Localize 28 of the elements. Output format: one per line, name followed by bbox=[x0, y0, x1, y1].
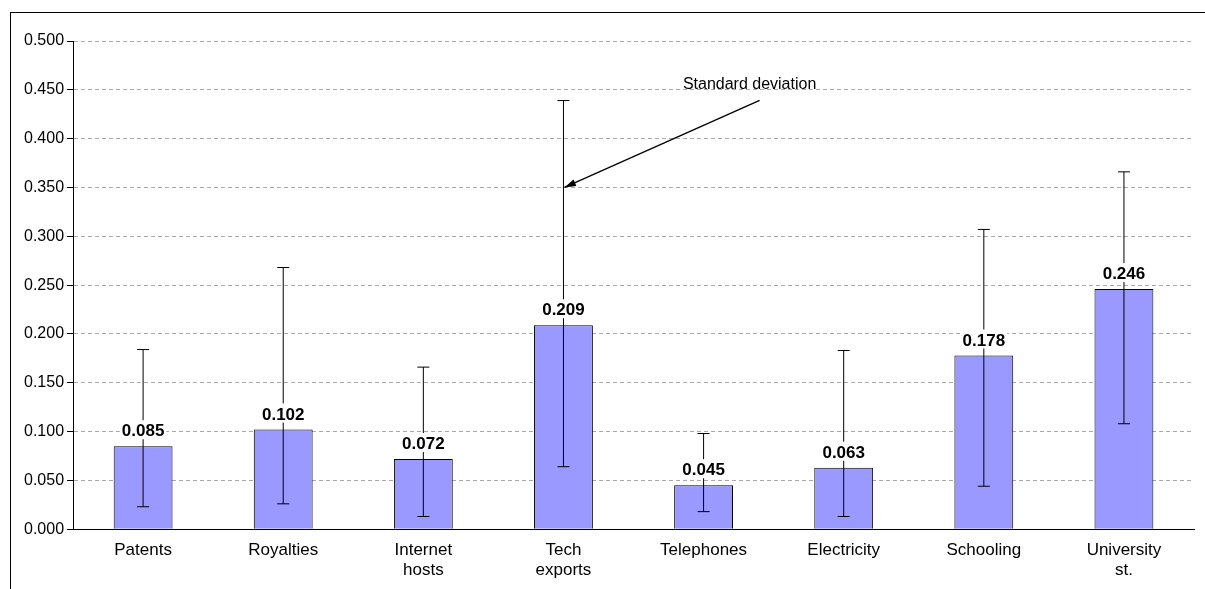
y-tick-label: 0.250 bbox=[23, 275, 65, 293]
y-tick-label: 0.200 bbox=[23, 324, 65, 342]
x-tick-label: Electricity bbox=[807, 540, 881, 560]
data-label: 0.178 bbox=[962, 330, 1006, 350]
data-label: 0.102 bbox=[261, 404, 305, 424]
y-tick-label: 0.000 bbox=[23, 519, 65, 537]
x-tick-label: University st. bbox=[1086, 540, 1162, 580]
annotation: Standard deviation bbox=[682, 74, 817, 92]
y-tick-label: 0.500 bbox=[23, 31, 65, 49]
x-tick-label: Patents bbox=[114, 540, 172, 560]
x-tick-label: Internet hosts bbox=[394, 540, 453, 580]
data-label: 0.209 bbox=[542, 300, 585, 320]
data-label: 0.072 bbox=[402, 434, 445, 454]
y-tick-label: 0.300 bbox=[23, 226, 65, 244]
data-label: 0.246 bbox=[1102, 264, 1146, 284]
x-tick-label: Telephones bbox=[660, 540, 748, 560]
y-tick-label: 0.150 bbox=[23, 373, 65, 391]
y-tick-label: 0.050 bbox=[23, 470, 65, 488]
data-label: 0.085 bbox=[121, 421, 165, 441]
y-tick-label: 0.400 bbox=[23, 129, 65, 147]
y-tick-label: 0.450 bbox=[23, 80, 65, 98]
data-label: 0.045 bbox=[682, 460, 725, 480]
x-tick-label: Royalties bbox=[248, 540, 319, 560]
x-tick-label: Schooling bbox=[946, 540, 1022, 560]
x-tick-label: Tech exports bbox=[535, 540, 592, 580]
y-tick-label: 0.350 bbox=[23, 177, 65, 195]
data-label: 0.063 bbox=[822, 442, 865, 462]
y-tick-label: 0.100 bbox=[23, 421, 65, 439]
